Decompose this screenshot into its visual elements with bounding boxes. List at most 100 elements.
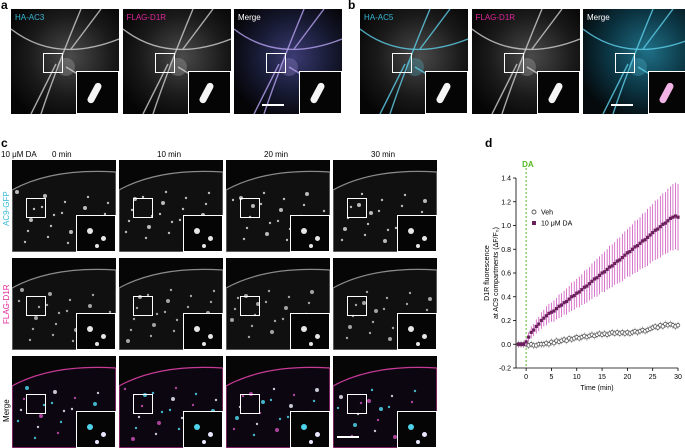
c-inset-spot [416, 342, 420, 346]
c-inset-spot [95, 440, 99, 444]
row-label-1: FLAG-D1R [2, 284, 11, 324]
timepoint-label-3: 30 min [371, 150, 396, 159]
data-point-da [592, 277, 597, 281]
y-tick-label: 0.8 [501, 247, 511, 254]
c-inset-spot [315, 334, 320, 339]
c-inset-spot [194, 424, 200, 430]
data-point-da [646, 235, 650, 239]
timepoint-label-2: 20 min [264, 150, 289, 159]
legend-marker-veh [531, 209, 537, 215]
panel-b-zoom-inset-1 [425, 71, 468, 114]
panel-b-zoom-inset-2 [536, 71, 580, 114]
timepoint-label-0: 0 min [52, 150, 72, 159]
panel-b-roi-box-3 [615, 53, 635, 73]
d1r-fluorescence-chart: -0.2 0.0 0.2 0.4 0.6 0.8 1.0 1.2 1.4 0 5 10 15 20 25 30… [484, 160, 682, 392]
c-inset-spot [301, 326, 307, 332]
c-roi-box-r2-t2 [240, 394, 260, 414]
data-point-da [570, 295, 574, 299]
c-scale-bar [337, 436, 359, 438]
x-tick-label: 20 [623, 374, 631, 381]
x-tick-label: 0 [524, 374, 528, 381]
panel-b-merge-scale-bar [611, 104, 633, 106]
data-point-da [628, 250, 632, 254]
c-inset-spot [301, 228, 307, 234]
c-inset-spot [101, 432, 106, 437]
c-roi-box-r2-t0 [26, 394, 46, 414]
data-point-da [529, 330, 533, 334]
panel-b-letter: b [348, 0, 356, 12]
legend-label-0: Veh [541, 210, 553, 217]
c-inset-spot [309, 342, 313, 346]
panel-a-merge-scale-bar [262, 104, 284, 106]
panel-d-letter: d [485, 136, 493, 150]
data-point-da [608, 265, 612, 269]
panel-b-channel-label-3: Merge [587, 13, 610, 22]
c-inset-spot [208, 236, 213, 241]
c-image-r1-t1 [119, 258, 223, 350]
data-point-da [618, 258, 622, 262]
c-roi-box-r2-t3 [347, 394, 367, 414]
c-inset-spot [315, 236, 320, 241]
c-inset-spot [202, 244, 206, 248]
data-point-da [585, 284, 589, 288]
c-inset-spot [101, 334, 106, 339]
data-point-da [575, 291, 579, 295]
c-inset-spot [87, 424, 93, 430]
c-zoom-inset-r2-t0 [76, 411, 116, 448]
y-axis-label-line2: at AC9 compartments (ΔF/F₀) [493, 227, 500, 319]
c-roi-box-r0-t0 [26, 198, 46, 218]
panel-b-puncta-3 [658, 81, 675, 105]
panel-b-roi-box-1 [392, 53, 412, 73]
c-zoom-inset-r1-t2 [290, 313, 330, 350]
data-point-da [653, 228, 657, 232]
data-point-da [567, 297, 571, 301]
data-point-da [582, 285, 586, 289]
y-tick-label: 1.4 [501, 176, 511, 183]
c-inset-spot [408, 326, 414, 332]
c-roi-box-r0-t1 [133, 198, 153, 218]
data-point-da [527, 335, 531, 339]
panel-c-letter: c [1, 136, 8, 150]
data-point-da [668, 216, 673, 220]
panel-a-roi-box-1 [43, 53, 63, 73]
y-tick-label: -0.2 [499, 366, 511, 373]
c-inset-spot [208, 432, 213, 437]
data-point-da [547, 311, 551, 315]
panel-a-puncta-2 [197, 81, 215, 105]
panel-a-roi-box-3 [266, 53, 286, 73]
panel-b-puncta-2 [546, 81, 564, 105]
c-inset-spot [309, 440, 313, 444]
data-point-da [539, 318, 543, 323]
c-inset-spot [309, 244, 313, 248]
data-point-da [630, 247, 635, 251]
row-label-2: Merge [2, 399, 11, 422]
panel-a-zoom-inset-2 [187, 71, 231, 114]
panel-b-zoom-inset-3 [648, 71, 685, 114]
data-point-da [572, 293, 576, 298]
data-point-veh [675, 323, 681, 328]
data-point-da [676, 215, 680, 219]
data-point-da [663, 221, 667, 225]
data-point-da [671, 215, 675, 219]
c-inset-spot [422, 432, 427, 437]
panel-a-zoom-inset-1 [76, 71, 119, 114]
c-inset-spot [422, 236, 427, 241]
data-point-da [519, 342, 523, 346]
data-point-da [640, 239, 645, 243]
c-inset-spot [101, 236, 106, 241]
data-point-da [595, 276, 599, 280]
panel-b-image-2 [471, 9, 580, 114]
c-inset-spot [95, 244, 99, 248]
x-tick-label: 15 [598, 374, 606, 381]
data-point-da [615, 259, 619, 263]
c-inset-spot [416, 244, 420, 248]
data-point-da [623, 253, 627, 257]
da-annotation: DA [522, 160, 534, 169]
data-point-da [625, 251, 629, 255]
y-tick-label: 0.0 [501, 342, 511, 349]
data-point-da [524, 340, 528, 344]
panel-a-puncta-1 [86, 81, 103, 105]
c-inset-spot [87, 326, 93, 332]
panel-a-zoom-inset-3 [299, 71, 342, 114]
data-point-da [648, 233, 652, 237]
